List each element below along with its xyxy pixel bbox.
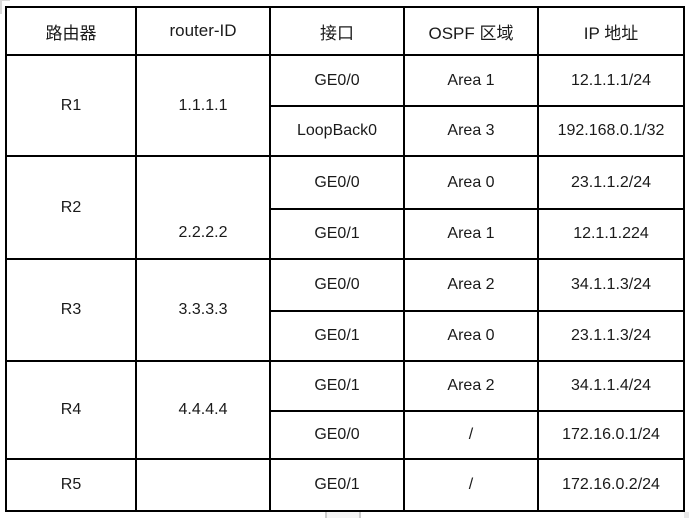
top-edge-artifact (0, 0, 10, 1)
interface-cell: GE0/1 (269, 458, 405, 512)
interface-cell: GE0/0 (269, 155, 405, 210)
area-cell: Area 1 (403, 54, 539, 107)
area-cell: Area 0 (403, 155, 539, 210)
interface-cell: GE0/0 (269, 258, 405, 312)
header-ospf-area: OSPF 区域 (403, 6, 539, 56)
table-row: R2 2.2.2.2 GE0/0 Area 0 23.1.1.2/24 (5, 155, 685, 260)
header-ip-address: IP 地址 (537, 6, 685, 56)
ip-cell: 23.1.1.3/24 (537, 310, 685, 362)
table-row: GE0/1 Area 1 12.1.1.224 (6, 208, 685, 260)
ip-cell: 34.1.1.4/24 (537, 360, 685, 412)
area-cell: / (403, 410, 539, 460)
ip-cell: 12.1.1.224 (537, 208, 685, 260)
table-row: GE0/1 Area 0 23.1.1.3/24 (6, 310, 685, 362)
horizontal-scrollbar-thumb[interactable] (325, 512, 361, 518)
ip-cell: 12.1.1.1/24 (537, 54, 685, 107)
interface-cell: GE0/1 (269, 360, 405, 412)
router-id-cell-r5 (135, 458, 271, 512)
ip-cell: 23.1.1.2/24 (537, 155, 685, 210)
header-router: 路由器 (5, 6, 137, 56)
bottom-right-corner-artifact (684, 512, 689, 518)
router-id-cell-r3: 3.3.3.3 (135, 258, 271, 362)
router-id-cell-r1: 1.1.1.1 (135, 54, 271, 157)
table-row: R5 GE0/1 / 172.16.0.2/24 (5, 458, 685, 512)
router-cell-r2: R2 (5, 155, 137, 260)
table-row: R3 3.3.3.3 GE0/0 Area 2 34.1.1.3/24 (5, 258, 685, 362)
area-cell: Area 2 (403, 258, 539, 312)
area-cell: Area 2 (403, 360, 539, 412)
table-row: GE0/0 / 172.16.0.1/24 (6, 410, 685, 460)
interface-cell: GE0/1 (269, 208, 405, 260)
area-cell: Area 0 (403, 310, 539, 362)
ospf-router-table: 路由器 router-ID 接口 OSPF 区域 IP 地址 R1 1.1.1.… (5, 6, 685, 512)
router-cell-r4: R4 (5, 360, 137, 460)
area-cell: Area 1 (403, 208, 539, 260)
interface-cell: GE0/1 (269, 310, 405, 362)
table-row: R4 4.4.4.4 GE0/1 Area 2 34.1.1.4/24 (5, 360, 685, 460)
router-cell-r1: R1 (5, 54, 137, 157)
ip-cell: 34.1.1.3/24 (537, 258, 685, 312)
area-cell: / (403, 458, 539, 512)
ip-cell: 172.16.0.2/24 (537, 458, 685, 512)
router-cell-r5: R5 (5, 458, 137, 512)
header-row: 路由器 router-ID 接口 OSPF 区域 IP 地址 (5, 6, 685, 56)
interface-cell: GE0/0 (269, 54, 405, 107)
header-router-id: router-ID (135, 6, 271, 56)
router-id-text: 2.2.2.2 (178, 224, 228, 241)
router-id-cell-r4: 4.4.4.4 (135, 360, 271, 460)
interface-cell: GE0/0 (269, 410, 405, 460)
table-row: LoopBack0 Area 3 192.168.0.1/32 (6, 105, 685, 157)
ip-cell: 192.168.0.1/32 (537, 105, 685, 157)
ip-cell: 172.16.0.1/24 (537, 410, 685, 460)
table-row: R1 1.1.1.1 GE0/0 Area 1 12.1.1.1/24 (5, 54, 685, 157)
router-cell-r3: R3 (5, 258, 137, 362)
area-cell: Area 3 (403, 105, 539, 157)
header-interface: 接口 (269, 6, 405, 56)
router-id-cell-r2: 2.2.2.2 (135, 155, 271, 260)
left-edge-artifact (0, 0, 2, 14)
interface-cell: LoopBack0 (269, 105, 405, 157)
